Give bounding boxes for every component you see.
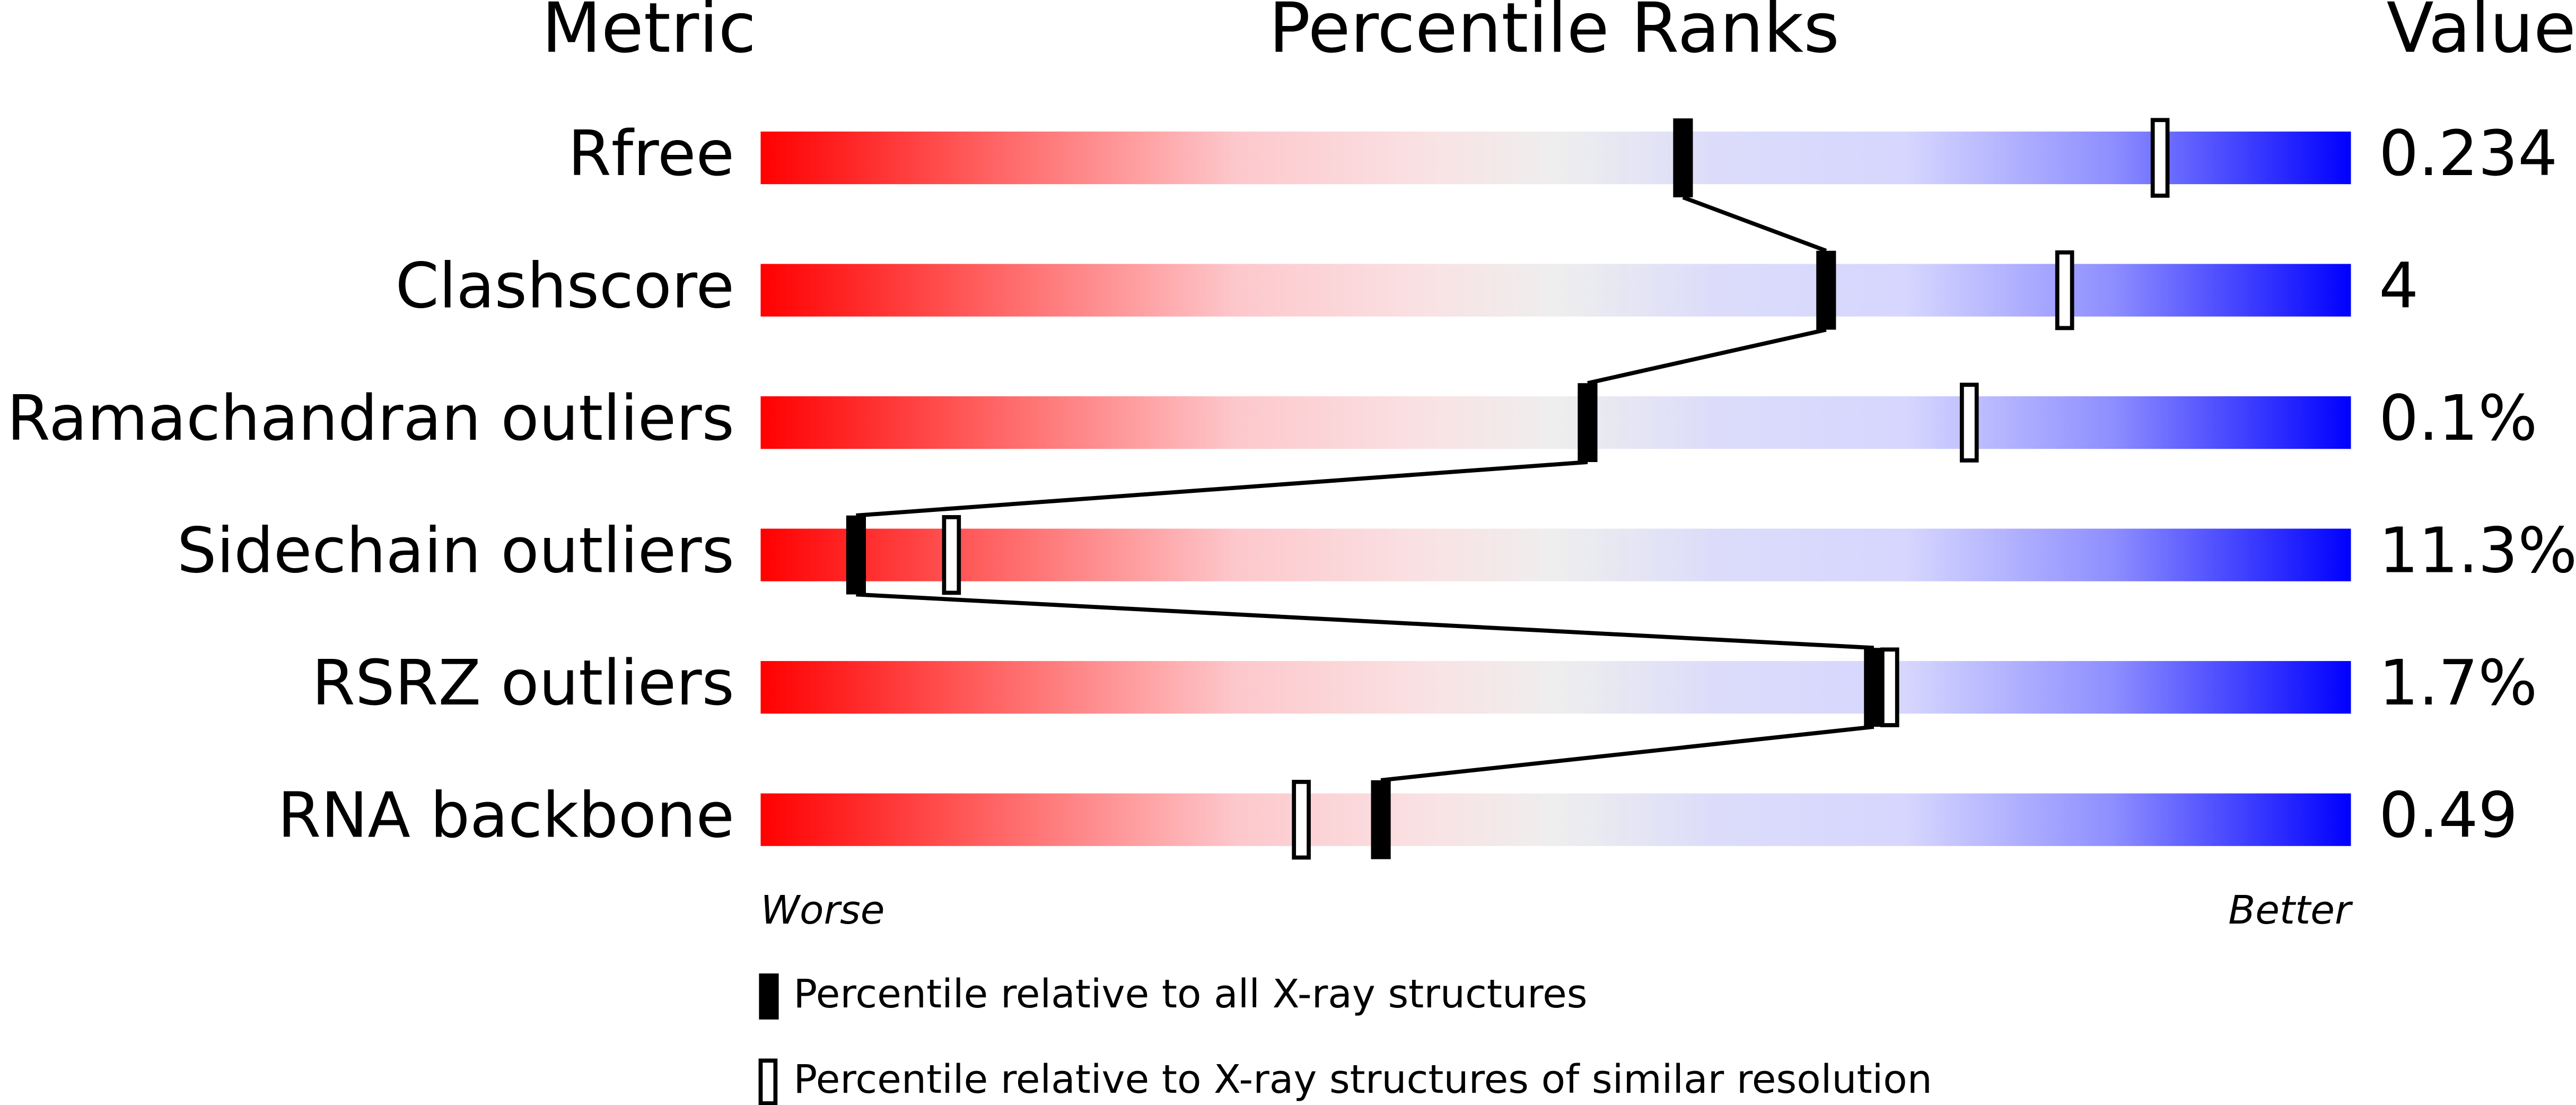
marker-similar — [1959, 382, 1979, 463]
metric-value: 4 — [2379, 249, 2419, 322]
metric-value: 0.234 — [2379, 117, 2557, 190]
percentile-bar — [760, 528, 2351, 581]
metric-value: 1.7% — [2379, 647, 2537, 719]
connector-line — [1587, 327, 1827, 386]
marker-similar — [942, 515, 961, 595]
percentile-bar — [760, 661, 2351, 714]
marker-all — [846, 515, 866, 595]
metric-label: RNA backbone — [278, 779, 734, 851]
connector-line — [1380, 725, 1874, 782]
percentile-bar — [760, 264, 2351, 317]
marker-all — [1816, 250, 1836, 330]
connector-line — [856, 460, 1588, 518]
marker-similar — [1880, 647, 1899, 727]
connector-line — [856, 592, 1874, 650]
legend-swatch — [759, 973, 779, 1020]
marker-similar — [2150, 118, 2170, 198]
marker-all — [1371, 780, 1391, 859]
header-value: Value — [2387, 0, 2576, 68]
better-label: Better — [2228, 887, 2353, 933]
metric-label: Sidechain outliers — [177, 514, 734, 587]
legend-swatch — [758, 1058, 778, 1105]
legend-label: Percentile relative to X-ray structures … — [793, 1056, 1932, 1102]
marker-similar — [2055, 250, 2074, 330]
header-metric: Metric — [542, 0, 756, 68]
marker-all — [1673, 118, 1693, 197]
worse-label: Worse — [760, 887, 884, 933]
percentile-bar — [760, 396, 2351, 449]
marker-all — [1864, 648, 1884, 727]
marker-all — [1578, 383, 1598, 463]
metric-label: Rfree — [568, 117, 734, 190]
header-ranks: Percentile Ranks — [1269, 0, 1839, 68]
metric-label: Ramachandran outliers — [7, 382, 734, 455]
connector-line — [1682, 195, 1827, 253]
percentile-bar — [760, 131, 2351, 185]
percentile-bar — [760, 793, 2351, 846]
legend-label: Percentile relative to all X-ray structu… — [793, 971, 1587, 1017]
metric-value: 0.1% — [2379, 382, 2537, 455]
metric-label: RSRZ outliers — [312, 647, 734, 719]
metric-label: Clashscore — [396, 249, 734, 322]
marker-similar — [1292, 780, 1311, 860]
metric-value: 0.49 — [2379, 779, 2518, 851]
metric-value: 11.3% — [2379, 514, 2576, 587]
